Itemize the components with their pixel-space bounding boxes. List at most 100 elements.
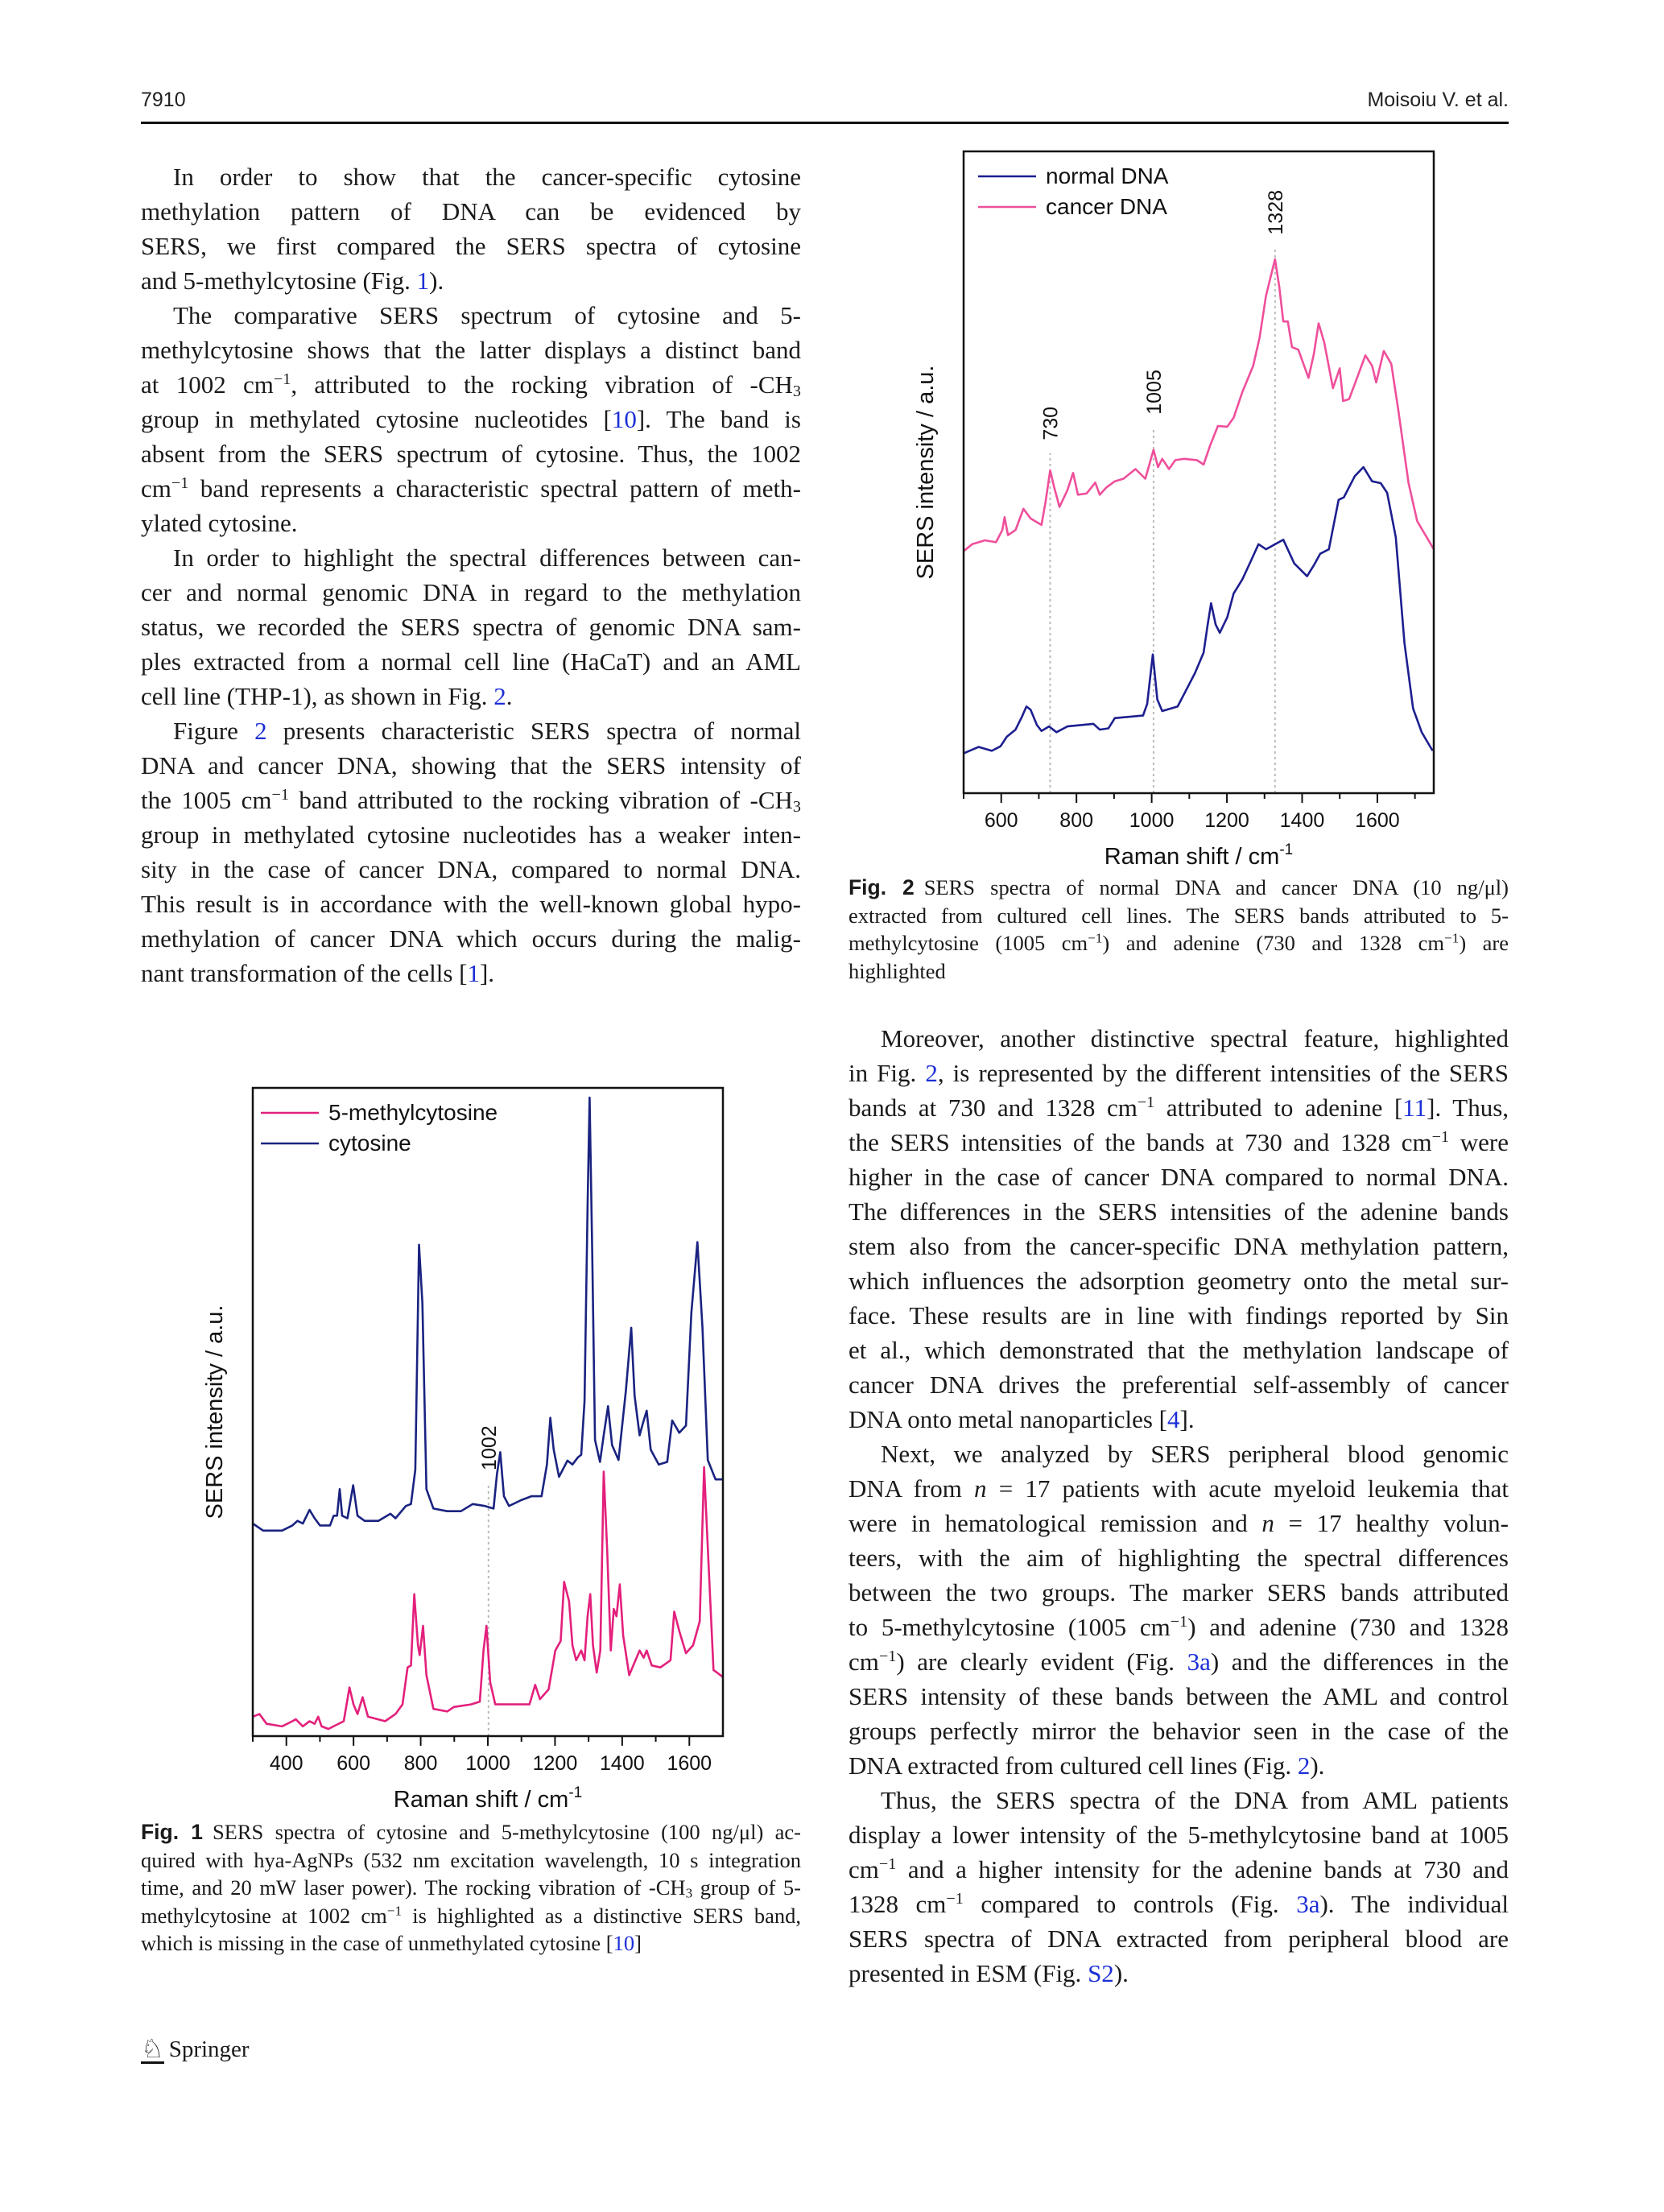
text-line: group in methylated cytosine nucleotides… [141, 402, 801, 436]
x-tick-label: 1000 [465, 1752, 510, 1775]
text-run: ). The individual [1319, 1890, 1509, 1918]
text-line: which is missing in the case of unmethyl… [141, 1929, 801, 1958]
text-line: cm−1 and a higher intensity for the aden… [849, 1852, 1509, 1887]
text-line: methylation of cancer DNA which occurs d… [141, 921, 801, 956]
text-run: . [506, 682, 513, 710]
text-run: , attributed to the rocking vibration of… [291, 370, 793, 399]
reference-link[interactable]: 2 [254, 717, 267, 745]
text-line: time, and 20 mW laser power). The rockin… [141, 1874, 801, 1902]
text-run: Moreover, another distinctive spectral f… [881, 1024, 1509, 1052]
reference-link[interactable]: S2 [1088, 1959, 1114, 1987]
superscript: −1 [1431, 1127, 1450, 1146]
text-line: cell line (THP-1), as shown in Fig. 2. [141, 679, 801, 713]
legend-entry: normal DNA [1046, 163, 1169, 188]
x-axis-label: Raman shift / cm-1 [1105, 841, 1293, 870]
text-run: cm [849, 1648, 879, 1676]
text-run: ]. [479, 959, 495, 987]
text-run: SERS spectra of cytosine and 5-methylcyt… [212, 1820, 801, 1844]
reference-link[interactable]: 1 [416, 267, 430, 295]
text-line: group in methylated cytosine nucleotides… [141, 817, 801, 852]
text-run: to 5-methylcytosine (1005 cm [849, 1613, 1171, 1641]
text-run: The differences in the SERS intensities … [849, 1197, 1509, 1226]
text-run: cer and normal genomic DNA in regard to … [141, 578, 801, 606]
text-line: higher in the case of cancer DNA compare… [849, 1160, 1509, 1194]
text-line: cm−1) are clearly evident (Fig. 3a) and … [849, 1644, 1509, 1679]
reference-link[interactable]: 10 [611, 405, 637, 433]
text-run: highlighted [849, 958, 946, 983]
text-run: SERS intensity of these bands between th… [849, 1682, 1509, 1710]
text-line: groups perfectly mirror the behavior see… [849, 1714, 1509, 1748]
right-column-text: Moreover, another distinctive spectral f… [849, 1021, 1509, 1991]
reference-link[interactable]: 4 [1167, 1405, 1180, 1433]
running-head-authors: Moisoiu V. et al. [1367, 89, 1509, 111]
text-run: and a higher intensity for the adenine b… [896, 1855, 1509, 1883]
text-run: DNA and cancer DNA, showing that the SER… [141, 751, 801, 779]
text-run: SERS spectra of normal DNA and cancer DN… [923, 875, 1509, 899]
text-run: face. These results are in line with fin… [849, 1301, 1509, 1329]
text-run: DNA onto metal nanoparticles [ [849, 1405, 1168, 1433]
x-tick-label: 1200 [533, 1752, 578, 1775]
text-run: cm [849, 1855, 879, 1883]
text-line: the SERS intensities of the bands at 730… [849, 1125, 1509, 1160]
reference-link[interactable]: 1 [467, 959, 480, 987]
text-line: methylation pattern of DNA can be eviden… [141, 194, 801, 229]
page-number: 7910 [141, 89, 186, 111]
text-run: DNA extracted from cultured cell lines (… [849, 1751, 1298, 1780]
text-run: In order to show that the cancer-specifi… [173, 163, 801, 191]
text-line: SERS intensity of these bands between th… [849, 1679, 1509, 1714]
text-run: nant transformation of the cells [ [141, 959, 468, 987]
text-run: between the two groups. The marker SERS … [849, 1578, 1509, 1606]
text-run: et al., which demonstrated that the meth… [849, 1336, 1509, 1364]
reference-link[interactable]: 2 [493, 682, 506, 710]
text-line: extracted from cultured cell lines. The … [849, 902, 1509, 930]
text-run: ). [1310, 1751, 1325, 1780]
reference-link[interactable]: 10 [613, 1931, 635, 1955]
figure-1-caption: Fig. 1 SERS spectra of cytosine and 5-met… [141, 1818, 801, 1958]
text-line: Next, we analyzed by SERS peripheral blo… [849, 1437, 1509, 1471]
text-run: and 5-methylcytosine (Fig. [141, 267, 417, 295]
reference-link[interactable]: 2 [1297, 1751, 1311, 1780]
text-line: DNA extracted from cultured cell lines (… [849, 1748, 1509, 1783]
text-run: ylated cytosine. [141, 509, 298, 537]
text-run: ]. [1179, 1405, 1195, 1433]
text-run: ples extracted from a normal cell line (… [141, 647, 801, 676]
superscript: −1 [1170, 1612, 1188, 1631]
superscript: −1 [273, 370, 291, 388]
series-line-cytosine [252, 1096, 723, 1532]
text-line: face. These results are in line with fin… [849, 1298, 1509, 1333]
text-run: presented in ESM (Fig. [849, 1959, 1088, 1987]
text-line: Fig. 1 SERS spectra of cytosine and 5-met… [141, 1818, 801, 1846]
text-line: and 5-methylcytosine (Fig. 1). [141, 263, 801, 298]
figure-label: Fig. 2 [849, 875, 915, 899]
x-axis-label: Raman shift / cm-1 [394, 1784, 582, 1813]
reference-link[interactable]: 3a [1187, 1648, 1211, 1676]
reference-link[interactable]: 11 [1402, 1094, 1427, 1122]
superscript: −1 [946, 1889, 964, 1908]
text-line: methylcytosine (1005 cm−1) and adenine (… [849, 929, 1509, 957]
text-run: DNA from [849, 1474, 975, 1503]
text-line: The comparative SERS spectrum of cytosin… [141, 298, 801, 333]
series-line-cancer-dna [963, 258, 1435, 552]
text-line: presented in ESM (Fig. S2). [849, 1956, 1509, 1991]
text-run: ]. Thus, [1427, 1094, 1509, 1122]
reference-link[interactable]: 3a [1296, 1890, 1320, 1918]
text-line: methylcytosine at 1002 cm−1 is highlight… [141, 1902, 801, 1930]
text-line: Figure 2 presents characteristic SERS sp… [141, 713, 801, 748]
text-run: methylcytosine at 1002 cm [141, 1903, 387, 1928]
x-tick-label: 600 [985, 809, 1018, 832]
text-run: groups perfectly mirror the behavior see… [849, 1717, 1509, 1745]
reference-link[interactable]: 2 [925, 1059, 938, 1087]
legend-entry: cancer DNA [1046, 194, 1167, 219]
peak-label: 1328 [1265, 190, 1287, 235]
text-line: ylated cytosine. [141, 506, 801, 540]
series-line-5-methylcytosine [252, 1466, 724, 1730]
text-line: nant transformation of the cells [1]. [141, 956, 801, 990]
text-run: stem also from the cancer-specific DNA m… [849, 1232, 1509, 1260]
figure-1-chart: 400 600 800 1000 1200 1400 1600 Raman shift / c… [172, 1071, 752, 1824]
text-run: SERS spectra of DNA extracted from perip… [849, 1925, 1509, 1953]
y-axis-label: SERS intensity / a.u. [202, 1305, 228, 1519]
figure-2-chart: 600 800 1000 1200 1400 1600 Raman shift / cm-1… [883, 137, 1463, 882]
text-run: Figure [173, 717, 255, 745]
italic-variable: n [1261, 1509, 1274, 1537]
